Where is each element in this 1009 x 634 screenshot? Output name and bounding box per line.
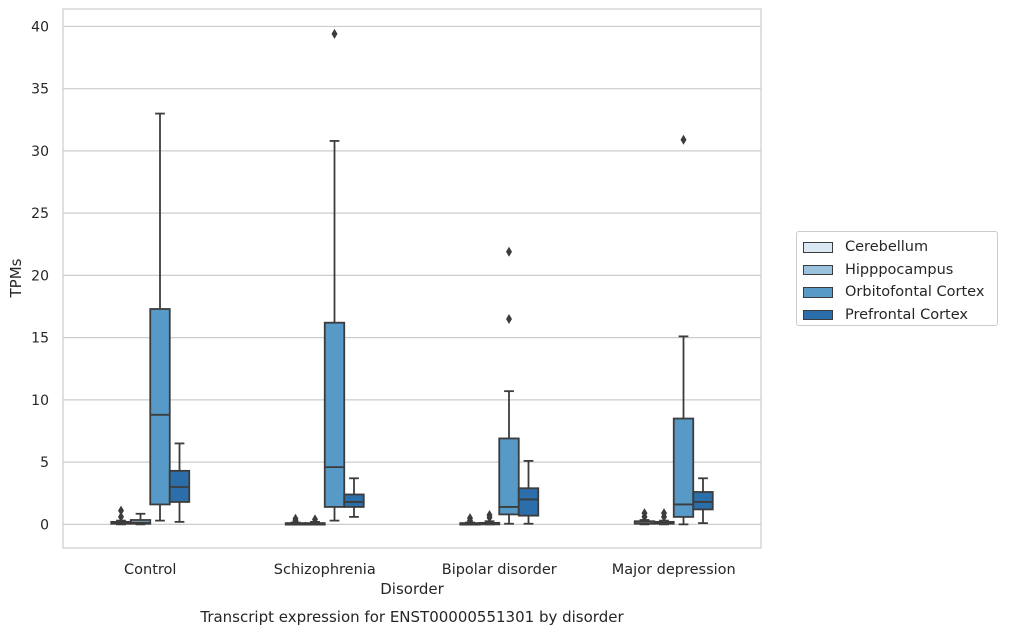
box-cerebellum (459, 513, 481, 526)
box-body (323, 321, 346, 508)
y-tick-label: 35 (31, 82, 49, 98)
legend-item: Prefrontal Cortex (803, 304, 997, 327)
box-cerebellum (110, 505, 132, 526)
box-body (517, 487, 540, 517)
y-tick-label: 40 (31, 19, 49, 35)
box-body (692, 491, 714, 511)
box-orbitofontal-cortex (672, 134, 695, 526)
box-orbitofontal-cortex (498, 246, 520, 525)
legend-swatch (803, 287, 833, 298)
legend-label: Orbitofontal Cortex (845, 284, 985, 301)
box-prefrontal-cortex (692, 477, 714, 525)
legend-label: Hipppocampus (845, 261, 954, 278)
outlier-point (292, 513, 299, 524)
legend-swatch (803, 242, 833, 253)
y-tick-label: 25 (31, 206, 49, 222)
x-tick-label: Bipolar disorder (442, 562, 557, 578)
legend-item: Cerebellum (803, 236, 997, 259)
outlier-point (312, 514, 318, 525)
x-axis-label: Disorder (380, 580, 444, 598)
box-cerebellum (633, 508, 656, 526)
plot-frame (62, 8, 762, 549)
x-tick-label: Control (124, 562, 176, 578)
outlier-point (680, 134, 687, 145)
box-hipppocampus (304, 514, 326, 526)
box-body (672, 417, 695, 518)
outlier-point (641, 508, 648, 519)
y-tick-label: 10 (31, 393, 49, 409)
chart-caption: Transcript expression for ENST0000055130… (199, 608, 624, 626)
outlier-point (467, 513, 473, 524)
outlier-point (486, 510, 493, 521)
outlier-point (118, 505, 124, 516)
box-orbitofontal-cortex (323, 28, 346, 522)
legend-swatch (803, 309, 833, 321)
legend-item: Hipppocampus (803, 259, 997, 282)
y-tick-label: 30 (31, 144, 49, 160)
x-tick-label: Major depression (612, 562, 736, 578)
legend-label: Prefrontal Cortex (845, 307, 968, 324)
box-body (498, 437, 520, 516)
box-prefrontal-cortex (168, 442, 191, 523)
box-hipppocampus (129, 512, 152, 526)
y-tick-label: 5 (40, 455, 49, 471)
y-tick-label: 15 (31, 331, 49, 347)
box-prefrontal-cortex (343, 477, 365, 518)
box-body (343, 493, 365, 508)
y-axis-label: TPMs (7, 258, 25, 298)
legend: Cerebellum Hipppocampus Orbitofontal Corte… (796, 231, 998, 326)
outlier-point (331, 28, 338, 39)
box-orbitofontal-cortex (149, 112, 171, 522)
outlier-point (506, 313, 512, 324)
box-hipppocampus (478, 510, 501, 526)
y-tick-label: 20 (31, 268, 49, 284)
box-cerebellum (284, 513, 307, 526)
y-tick-label: 0 (40, 517, 49, 533)
legend-label: Cerebellum (845, 239, 929, 256)
box-body (149, 308, 171, 506)
outlier-point (506, 246, 512, 257)
outlier-point (661, 508, 667, 519)
x-tick-label: Schizophrenia (274, 562, 376, 578)
outlier-point (118, 511, 124, 522)
legend-item: Orbitofontal Cortex (803, 281, 997, 304)
box-prefrontal-cortex (517, 459, 540, 525)
box-hipppocampus (653, 508, 675, 526)
legend-swatch (803, 264, 833, 276)
